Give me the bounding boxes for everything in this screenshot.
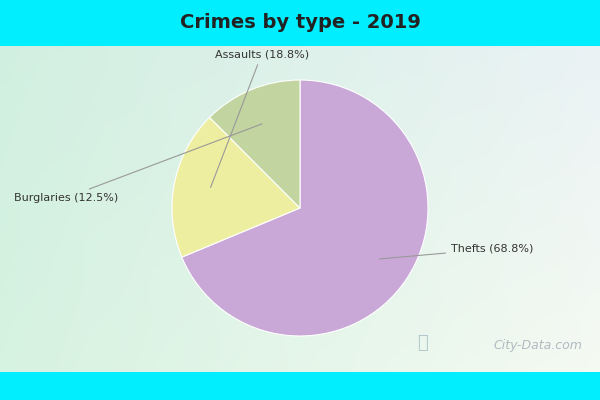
Text: ⓘ: ⓘ [417, 334, 428, 352]
Text: City-Data.com: City-Data.com [493, 340, 582, 352]
Wedge shape [182, 80, 428, 336]
Text: Assaults (18.8%): Assaults (18.8%) [211, 49, 308, 188]
Text: Thefts (68.8%): Thefts (68.8%) [379, 244, 533, 259]
Wedge shape [172, 118, 300, 257]
Wedge shape [209, 80, 300, 208]
Text: Crimes by type - 2019: Crimes by type - 2019 [179, 14, 421, 32]
Text: Burglaries (12.5%): Burglaries (12.5%) [14, 124, 262, 203]
